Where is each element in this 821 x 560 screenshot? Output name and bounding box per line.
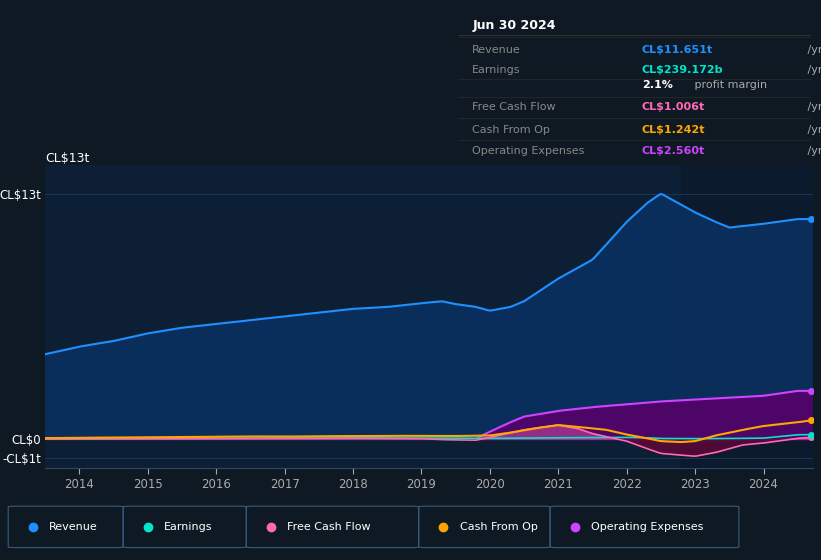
Text: CL$239.172b: CL$239.172b [642,64,723,74]
Text: Jun 30 2024: Jun 30 2024 [472,18,556,31]
Text: profit margin: profit margin [691,80,768,90]
Text: CL$1.242t: CL$1.242t [642,124,705,134]
Text: Revenue: Revenue [49,521,98,531]
Text: /yr: /yr [804,146,821,156]
Text: Cash From Op: Cash From Op [472,124,550,134]
Text: Free Cash Flow: Free Cash Flow [287,521,371,531]
Text: Operating Expenses: Operating Expenses [472,146,585,156]
Text: Earnings: Earnings [164,521,213,531]
Text: Revenue: Revenue [472,45,521,55]
Text: CL$11.651t: CL$11.651t [642,45,713,55]
Text: CL$2.560t: CL$2.560t [642,146,705,156]
Text: Free Cash Flow: Free Cash Flow [472,102,556,112]
Text: 2.1%: 2.1% [642,80,672,90]
Text: Earnings: Earnings [472,64,521,74]
Text: /yr: /yr [804,45,821,55]
Text: Operating Expenses: Operating Expenses [591,521,704,531]
Text: /yr: /yr [804,102,821,112]
Bar [681,165,819,468]
Text: /yr: /yr [804,64,821,74]
Text: /yr: /yr [804,124,821,134]
Text: CL$13t: CL$13t [45,152,89,165]
Text: CL$1.006t: CL$1.006t [642,102,705,112]
Text: Cash From Op: Cash From Op [460,521,538,531]
